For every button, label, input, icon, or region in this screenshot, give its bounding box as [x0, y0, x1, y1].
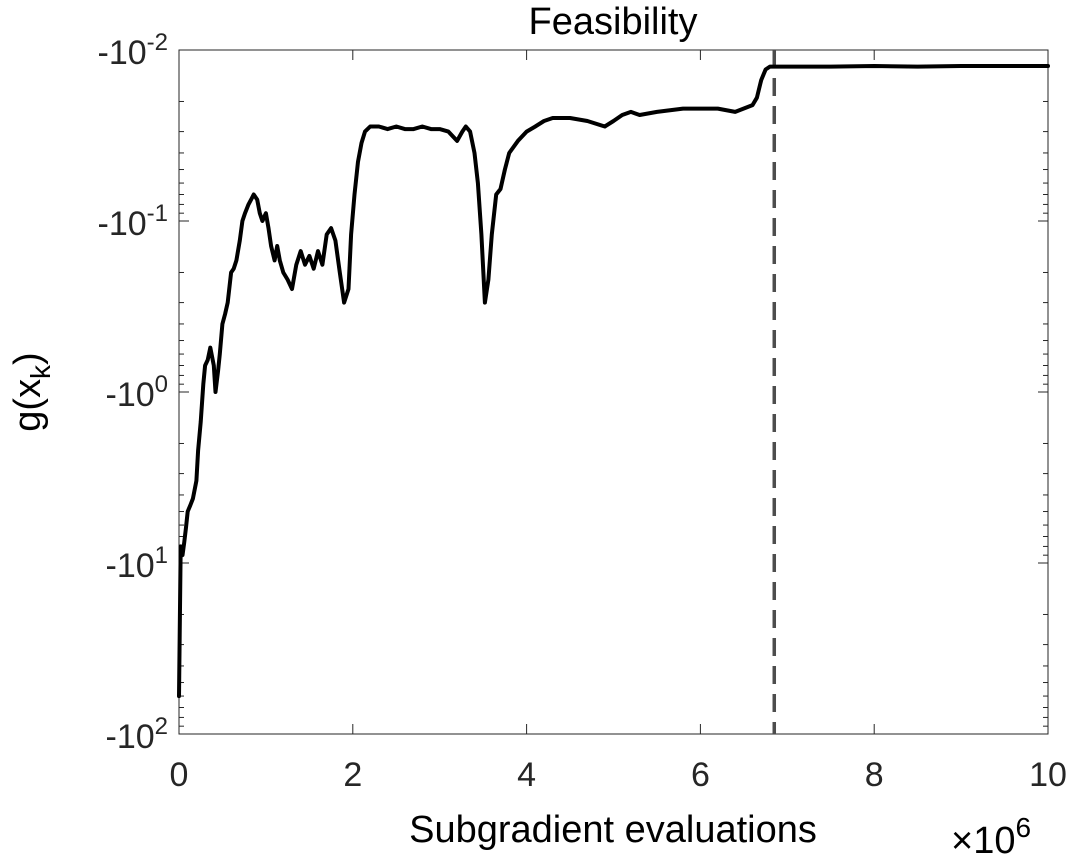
y-tick-label: -102: [106, 713, 169, 756]
x-exponent-base: ×10: [951, 820, 1015, 855]
y-axis-title: g(xk): [7, 352, 56, 431]
minor-ticks: [179, 100, 1048, 727]
y-tick-label: -10-1: [98, 200, 168, 243]
y-axis-title-close: ): [7, 352, 49, 365]
y-tick-label-base: -10: [98, 34, 147, 72]
plot-area: -10-2-10-1-100-101-102 0 2 4 6 8 10: [98, 29, 1067, 794]
y-tick-label: -10-2: [98, 29, 168, 72]
y-tick-label-base: -10: [106, 376, 155, 414]
y-tick-label-exponent: 0: [155, 371, 168, 398]
y-tick-label-base: -10: [106, 718, 155, 756]
x-exponent-power: 6: [1015, 812, 1031, 843]
y-tick-label-exponent: 1: [155, 542, 168, 569]
chart-title: Feasibility: [529, 1, 698, 43]
x-tick-label: 6: [691, 756, 710, 794]
y-tick-label: -100: [106, 371, 169, 414]
y-axis-ticks: -10-2-10-1-100-101-102: [98, 29, 1048, 756]
axes-box: [178, 49, 1049, 735]
y-axis-title-base: g(x: [7, 379, 49, 432]
x-axis-ticks: 0 2 4 6 8 10: [170, 50, 1067, 794]
series-line: [177, 64, 1050, 699]
y-tick-label-base: -10: [106, 547, 155, 585]
y-axis-title-subscript: k: [25, 364, 56, 379]
x-axis-title: Subgradient evaluations: [409, 809, 817, 851]
y-tick-label-exponent: -2: [147, 29, 168, 56]
y-tick-label: -101: [106, 542, 169, 585]
x-tick-label: 8: [865, 756, 884, 794]
x-tick-label: 4: [517, 756, 536, 794]
x-exponent-label: ×106: [951, 812, 1031, 855]
x-tick-label: 10: [1029, 756, 1067, 794]
y-tick-label-base: -10: [98, 205, 147, 243]
y-tick-label-exponent: 2: [155, 713, 168, 740]
x-tick-label: 0: [170, 756, 189, 794]
x-tick-label: 2: [343, 756, 362, 794]
y-tick-label-exponent: -1: [147, 200, 168, 227]
